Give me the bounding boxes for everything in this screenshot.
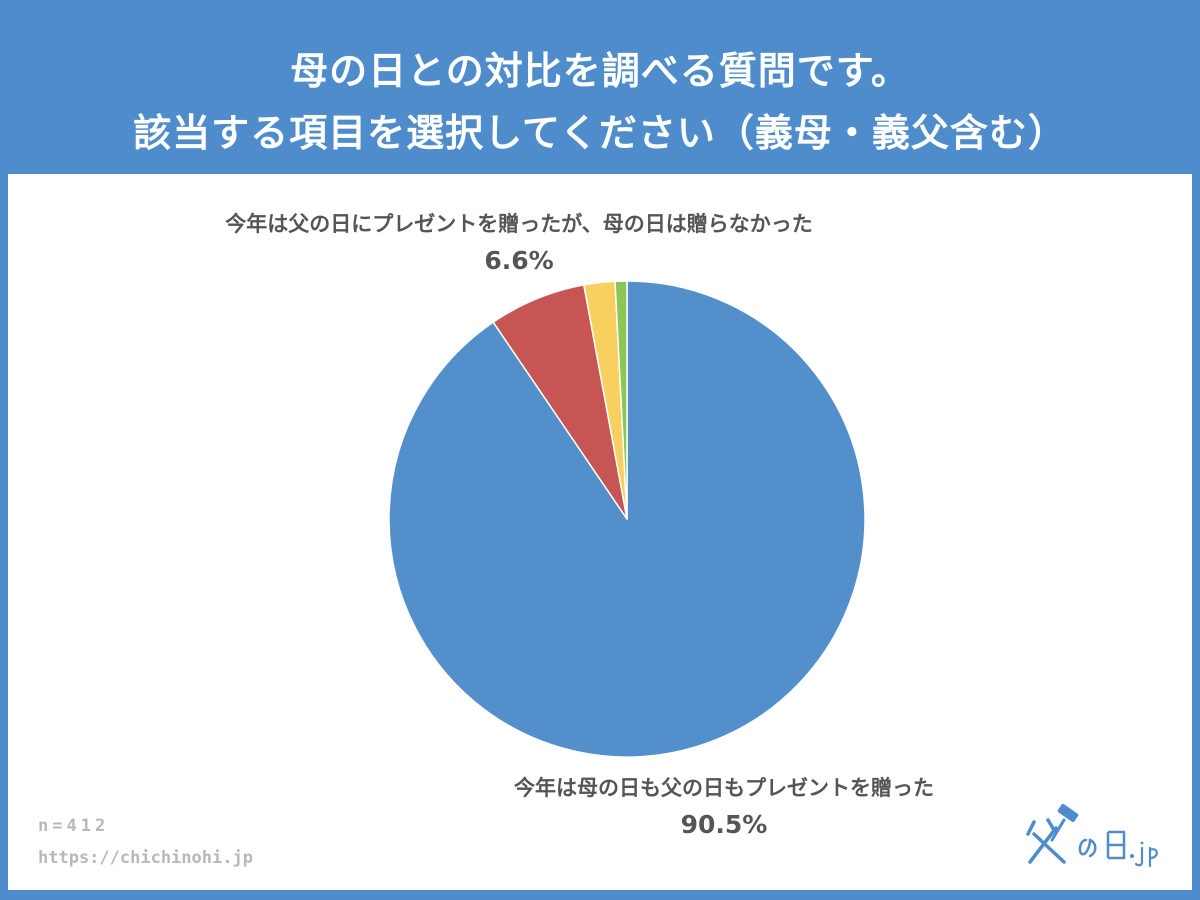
slice-label-2-category: 今年は父の日にプレゼントを贈ったが、母の日は贈らなかった <box>225 212 813 236</box>
header-banner: 母の日との対比を調べる質問です。 該当する項目を選択してください（義母・義父含む… <box>0 0 1200 172</box>
slice-label-1: 今年は母の日も父の日もプレゼントを贈った 90.5% <box>452 772 996 839</box>
slice-label-1-value: 90.5% <box>680 810 768 839</box>
source-url[interactable]: https://chichinohi.jp <box>38 848 253 868</box>
slice-label-2-value: 6.6% <box>484 246 554 275</box>
title-line-2: 該当する項目を選択してください（義母・義父含む） <box>133 111 1067 155</box>
slice-label-1-category: 今年は母の日も父の日もプレゼントを贈った <box>514 776 934 800</box>
pie-slice-4 <box>614 280 628 520</box>
chichinohi-logo <box>1026 804 1158 868</box>
pie-chart <box>388 280 866 758</box>
pie-slices <box>388 280 866 758</box>
chart-panel: 今年は父の日にプレゼントを贈ったが、母の日は贈らなかった 6.6% 今年は母の日… <box>8 174 1192 890</box>
title-line-1: 母の日との対比を調べる質問です。 <box>290 49 910 93</box>
sample-size: n=412 <box>38 816 110 836</box>
slice-label-2: 今年は父の日にプレゼントを贈ったが、母の日は贈らなかった 6.6% <box>176 208 862 275</box>
pie-slice-1 <box>388 280 866 758</box>
